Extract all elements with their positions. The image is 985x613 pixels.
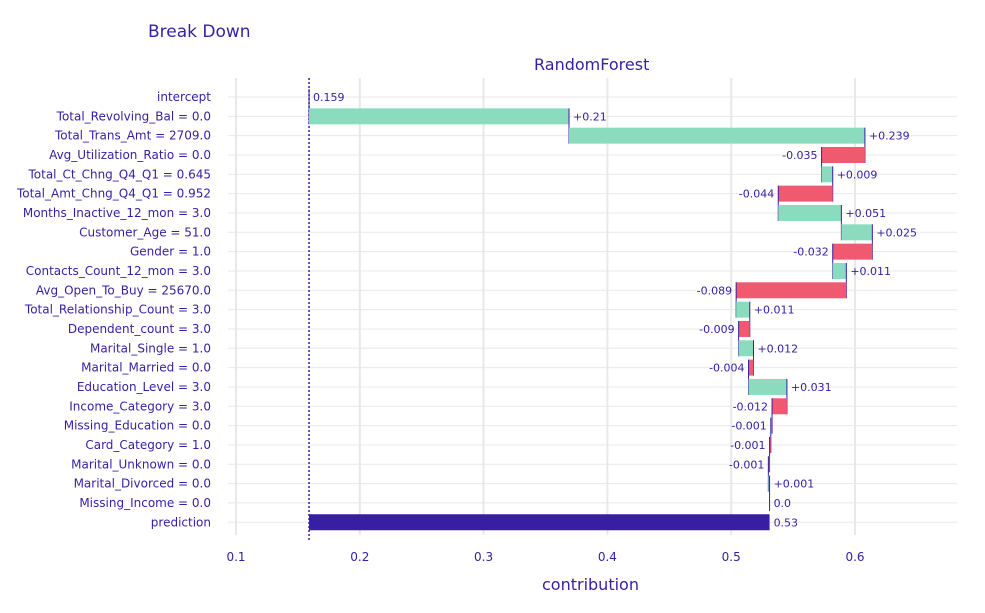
data-label: +0.001 [774, 478, 815, 491]
data-label: -0.089 [697, 284, 732, 297]
y-tick-label: Total_Relationship_Count = 3.0 [24, 303, 211, 317]
contribution-bar [821, 146, 865, 163]
contribution-bar [772, 398, 787, 415]
data-label: -0.001 [730, 439, 765, 452]
subplot-title: RandomForest [534, 55, 650, 74]
data-label: -0.044 [739, 188, 774, 201]
contribution-bar [821, 166, 833, 183]
data-label: +0.012 [757, 342, 798, 355]
y-tick-label: Dependent_count = 3.0 [68, 322, 211, 336]
data-label: 0.0 [774, 497, 792, 510]
y-tick-label: Missing_Income = 0.0 [79, 496, 211, 510]
data-label: 0.53 [774, 516, 799, 529]
chart-title: Break Down [148, 22, 251, 42]
y-tick-label: Marital_Divorced = 0.0 [74, 477, 211, 491]
data-label: +0.051 [845, 207, 886, 220]
contribution-bar [309, 108, 570, 125]
data-label: +0.21 [573, 110, 607, 123]
y-tick-label: prediction [151, 515, 211, 529]
contribution-bar [768, 475, 770, 492]
data-label: -0.009 [699, 323, 734, 336]
contribution-bar [738, 320, 750, 337]
contribution-bar [778, 204, 842, 221]
data-label: -0.004 [709, 362, 744, 375]
contribution-bar [832, 262, 847, 279]
y-tick-label: Customer_Age = 51.0 [79, 225, 211, 239]
data-label: +0.025 [876, 226, 917, 239]
y-tick-label: Missing_Education = 0.0 [64, 419, 211, 433]
y-tick-label: Total_Ct_Chng_Q4_Q1 = 0.645 [27, 167, 211, 181]
data-label: -0.035 [782, 149, 817, 162]
data-label: -0.001 [729, 458, 764, 471]
contribution-bar [748, 359, 754, 376]
y-tick-label: Months_Inactive_12_mon = 3.0 [23, 206, 211, 220]
data-label: -0.032 [793, 246, 828, 259]
data-label: +0.009 [837, 168, 878, 181]
y-tick-label: Contacts_Count_12_mon = 3.0 [26, 264, 211, 278]
contribution-bar [769, 436, 771, 453]
y-tick-label: Education_Level = 3.0 [77, 380, 211, 394]
contribution-bar [738, 340, 754, 357]
data-label: +0.011 [754, 304, 795, 317]
y-tick-label: Marital_Married = 0.0 [81, 361, 211, 375]
y-tick-label: Gender = 1.0 [130, 245, 211, 259]
x-tick-label: 0.1 [226, 550, 245, 564]
contribution-bar [841, 224, 873, 241]
y-tick-label: Avg_Utilization_Ratio = 0.0 [49, 148, 211, 162]
x-tick-label: 0.2 [350, 550, 369, 564]
y-tick-label: Total_Trans_Amt = 2709.0 [54, 129, 211, 143]
contribution-bar [736, 282, 847, 299]
contribution-bar [770, 417, 773, 434]
contribution-bar [569, 127, 865, 144]
data-label: +0.011 [850, 265, 891, 278]
y-tick-label: Marital_Single = 1.0 [90, 341, 211, 355]
contribution-bar [778, 185, 833, 202]
x-axis-title: contribution [542, 575, 639, 594]
x-tick-label: 0.6 [845, 550, 864, 564]
x-tick-label: 0.4 [598, 550, 617, 564]
y-tick-label: Total_Revolving_Bal = 0.0 [56, 109, 211, 123]
y-tick-label: Marital_Unknown = 0.0 [71, 457, 211, 471]
y-tick-label: Total_Amt_Chng_Q4_Q1 = 0.952 [16, 187, 211, 201]
prediction-bar [309, 514, 770, 531]
contribution-bar [736, 301, 750, 318]
y-tick-label: Income_Category = 3.0 [69, 399, 211, 413]
x-tick-label: 0.3 [474, 550, 493, 564]
data-label: -0.001 [731, 420, 766, 433]
contribution-bar [832, 243, 873, 260]
y-tick-label: Avg_Open_To_Buy = 25670.0 [36, 283, 211, 297]
y-tick-label: intercept [157, 90, 211, 104]
contribution-bar [748, 378, 787, 395]
x-tick-label: 0.5 [722, 550, 741, 564]
data-label: +0.031 [791, 381, 832, 394]
data-label: -0.012 [733, 400, 768, 413]
data-label: 0.159 [313, 91, 345, 104]
y-tick-label: Card_Category = 1.0 [85, 438, 211, 452]
data-label: +0.239 [869, 130, 910, 143]
contribution-bar [768, 456, 770, 473]
